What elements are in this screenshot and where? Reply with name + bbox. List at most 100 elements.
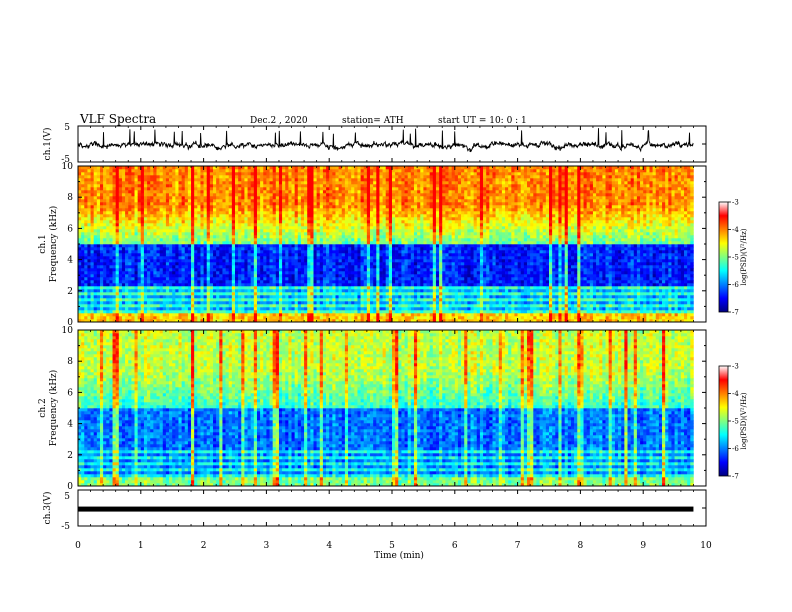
spectrogram-cell — [323, 229, 326, 232]
spectrogram-cell — [204, 295, 207, 298]
spectrogram-cell — [185, 283, 188, 286]
spectrogram-cell — [153, 280, 156, 283]
spectrogram-cell — [94, 196, 97, 199]
spectrogram-cell — [367, 238, 370, 241]
spectrogram-cell — [361, 181, 364, 184]
spectrogram-cell — [109, 223, 112, 226]
spectrogram-cell — [141, 262, 144, 265]
spectrogram-cell — [339, 238, 342, 241]
spectrogram-cell — [364, 172, 367, 175]
spectrogram-cell — [244, 199, 247, 202]
spectrogram-cell — [194, 292, 197, 295]
spectrogram-cell — [304, 244, 307, 247]
spectrogram-cell — [320, 259, 323, 262]
spectrogram-cell — [298, 304, 301, 307]
spectrogram-cell — [119, 265, 122, 268]
spectrogram-cell — [317, 304, 320, 307]
spectrogram-cell — [113, 217, 116, 220]
spectrogram-cell — [229, 217, 232, 220]
spectrogram-cell — [345, 268, 348, 271]
spectrogram-cell — [210, 289, 213, 292]
spectrogram-cell — [191, 229, 194, 232]
spectrogram-cell — [172, 238, 175, 241]
spectrogram-cell — [175, 181, 178, 184]
spectrogram-cell — [348, 283, 351, 286]
spectrogram-cell — [310, 241, 313, 244]
spectrogram-cell — [210, 307, 213, 310]
spectrogram-cell — [285, 268, 288, 271]
spectrogram-cell — [81, 307, 84, 310]
spectrogram-cell — [320, 304, 323, 307]
spectrogram-cell — [273, 187, 276, 190]
spectrogram-cell — [91, 235, 94, 238]
spectrogram-cell — [292, 274, 295, 277]
spectrogram-cell — [207, 202, 210, 205]
spectrogram-cell — [188, 229, 191, 232]
spectrogram-cell — [257, 313, 260, 316]
spectrogram-cell — [153, 232, 156, 235]
spectrogram-cell — [257, 256, 260, 259]
spectrogram-cell — [81, 232, 84, 235]
spectrogram-cell — [357, 202, 360, 205]
spectrogram-cell — [116, 202, 119, 205]
spectrogram-cell — [317, 214, 320, 217]
spectrogram-cell — [260, 241, 263, 244]
spectrogram-cell — [229, 265, 232, 268]
spectrogram-cell — [301, 280, 304, 283]
spectrogram-cell — [216, 262, 219, 265]
spectrogram-cell — [100, 199, 103, 202]
spectrogram-cell — [172, 241, 175, 244]
spectrogram-cell — [238, 220, 241, 223]
spectrogram-cell — [178, 235, 181, 238]
spectrogram-cell — [109, 172, 112, 175]
spectrogram-cell — [226, 187, 229, 190]
spectrogram-cell — [122, 223, 125, 226]
spectrogram-cell — [87, 283, 90, 286]
spectrogram-cell — [166, 178, 169, 181]
spectrogram-cell — [354, 232, 357, 235]
spectrogram-cell — [106, 181, 109, 184]
spectrogram-cell — [288, 292, 291, 295]
spectrogram-cell — [197, 259, 200, 262]
spectrogram-cell — [185, 253, 188, 256]
spectrogram-cell — [160, 226, 163, 229]
spectrogram-cell — [342, 214, 345, 217]
spectrogram-cell — [166, 169, 169, 172]
spectrogram-cell — [232, 181, 235, 184]
spectrogram-cell — [113, 256, 116, 259]
spectrogram-cell — [210, 238, 213, 241]
spectrogram-cell — [361, 280, 364, 283]
spectrogram-cell — [163, 283, 166, 286]
spectrogram-cell — [172, 280, 175, 283]
spectrogram-cell — [160, 265, 163, 268]
spectrogram-cell — [342, 253, 345, 256]
spectrogram-cell — [254, 238, 257, 241]
spectrogram-cell — [194, 298, 197, 301]
spectrogram-cell — [207, 304, 210, 307]
spectrogram-cell — [266, 256, 269, 259]
spectrogram-cell — [276, 313, 279, 316]
spectrogram-cell — [276, 274, 279, 277]
spectrogram-cell — [172, 175, 175, 178]
spectrogram-cell — [266, 286, 269, 289]
spectrogram-cell — [241, 187, 244, 190]
spectrogram-cell — [182, 214, 185, 217]
spectrogram-cell — [166, 202, 169, 205]
spectrogram-cell — [219, 265, 222, 268]
spectrogram-cell — [188, 187, 191, 190]
spectrogram-cell — [166, 217, 169, 220]
spectrogram-cell — [241, 229, 244, 232]
spectrogram-cell — [364, 253, 367, 256]
spectrogram-cell — [241, 286, 244, 289]
spectrogram-cell — [276, 253, 279, 256]
spectrogram-cell — [147, 193, 150, 196]
spectrogram-cell — [317, 313, 320, 316]
spectrogram-cell — [87, 232, 90, 235]
spectrogram-cell — [194, 295, 197, 298]
spectrogram-cell — [298, 241, 301, 244]
spectrogram-cell — [370, 205, 373, 208]
spectrogram-cell — [175, 205, 178, 208]
spectrogram-cell — [175, 169, 178, 172]
spectrogram-cell — [113, 265, 116, 268]
spectrogram-cell — [113, 175, 116, 178]
